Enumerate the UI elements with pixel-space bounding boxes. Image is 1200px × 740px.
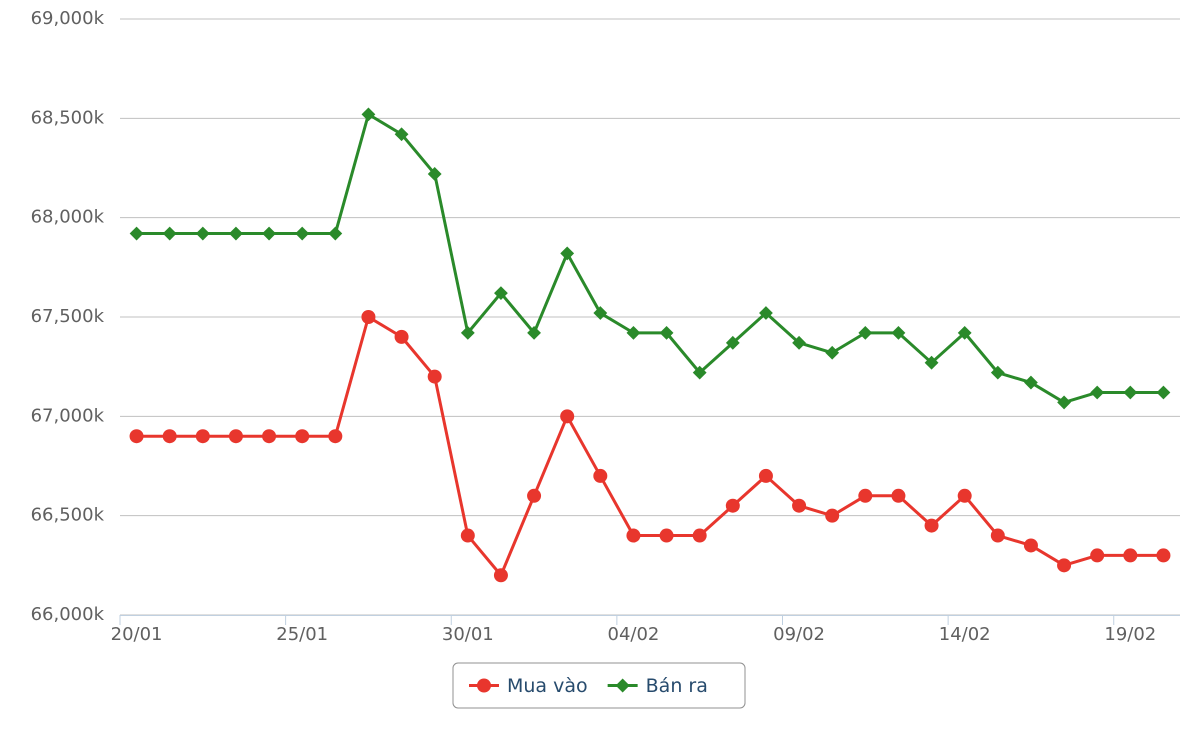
x-tick-label: 20/01	[111, 624, 163, 645]
data-point	[195, 429, 210, 444]
data-point	[361, 310, 376, 324]
x-tick-label: 30/01	[442, 624, 494, 645]
data-point	[1123, 548, 1138, 563]
data-point	[262, 429, 277, 444]
data-point	[1156, 385, 1171, 400]
data-point	[328, 429, 343, 444]
data-point	[328, 226, 343, 241]
data-point	[924, 518, 939, 533]
data-point	[1123, 385, 1138, 400]
x-tick-label: 14/02	[939, 624, 991, 645]
series-line	[136, 315, 1164, 577]
data-point	[1023, 538, 1038, 553]
data-point	[725, 498, 740, 513]
data-point	[825, 508, 840, 523]
data-point	[427, 369, 442, 384]
data-point	[162, 429, 177, 444]
data-point	[493, 568, 508, 583]
y-tick-label: 68,000k	[31, 207, 105, 228]
y-tick-label: 69,000k	[31, 8, 105, 29]
data-point	[494, 286, 508, 301]
data-point	[758, 468, 773, 483]
series-line	[136, 112, 1164, 404]
legend-label: Bán ra	[646, 675, 708, 697]
data-point	[1156, 548, 1171, 563]
data-point	[858, 488, 873, 503]
data-point	[195, 226, 210, 241]
data-point	[1057, 395, 1071, 410]
data-point	[427, 167, 442, 181]
y-tick-label: 67,000k	[31, 405, 105, 426]
data-point	[1090, 385, 1105, 400]
data-point	[295, 429, 310, 444]
y-tick-label: 68,500k	[31, 107, 105, 128]
legend-label: Mua vào	[507, 675, 588, 697]
data-point	[825, 345, 840, 360]
data-point	[129, 226, 144, 241]
data-point	[593, 468, 608, 483]
data-point	[891, 488, 906, 503]
x-tick-label: 04/02	[608, 624, 660, 645]
data-point	[527, 488, 542, 503]
data-point	[361, 107, 376, 122]
data-point	[593, 306, 608, 320]
data-point	[394, 127, 409, 142]
data-point	[692, 365, 707, 380]
data-point	[1024, 375, 1038, 390]
data-point	[560, 246, 575, 261]
data-point	[692, 528, 707, 543]
legend-marker	[477, 678, 491, 693]
data-point	[229, 226, 243, 241]
data-point	[792, 498, 807, 513]
data-point	[924, 355, 939, 370]
data-point	[560, 409, 575, 424]
data-point	[262, 226, 276, 241]
data-point	[792, 335, 806, 350]
data-point	[1090, 548, 1105, 563]
data-point	[891, 325, 906, 340]
data-point	[957, 325, 972, 340]
data-point	[527, 325, 541, 340]
data-point	[295, 226, 310, 241]
data-point	[659, 528, 674, 543]
data-point	[394, 329, 409, 344]
x-tick-label: 19/02	[1104, 624, 1156, 645]
y-tick-label: 67,500k	[31, 306, 105, 327]
data-point	[129, 429, 144, 444]
data-point	[990, 528, 1005, 543]
data-point	[990, 365, 1005, 380]
data-point	[659, 325, 674, 340]
data-point	[162, 226, 177, 241]
data-point	[460, 528, 475, 543]
data-point	[957, 488, 972, 503]
y-tick-label: 66,500k	[31, 505, 105, 526]
x-tick-label: 09/02	[773, 624, 825, 645]
legend-box	[452, 662, 746, 709]
data-point	[1057, 558, 1072, 573]
data-point	[228, 429, 243, 444]
legend-marker	[615, 678, 630, 693]
data-point	[626, 325, 641, 340]
data-point	[725, 335, 740, 350]
data-point	[759, 306, 773, 320]
x-tick-label: 25/01	[276, 624, 328, 645]
y-tick-label: 66,000k	[31, 604, 105, 625]
data-point	[858, 325, 873, 340]
data-point	[460, 325, 475, 340]
data-point	[626, 528, 641, 543]
